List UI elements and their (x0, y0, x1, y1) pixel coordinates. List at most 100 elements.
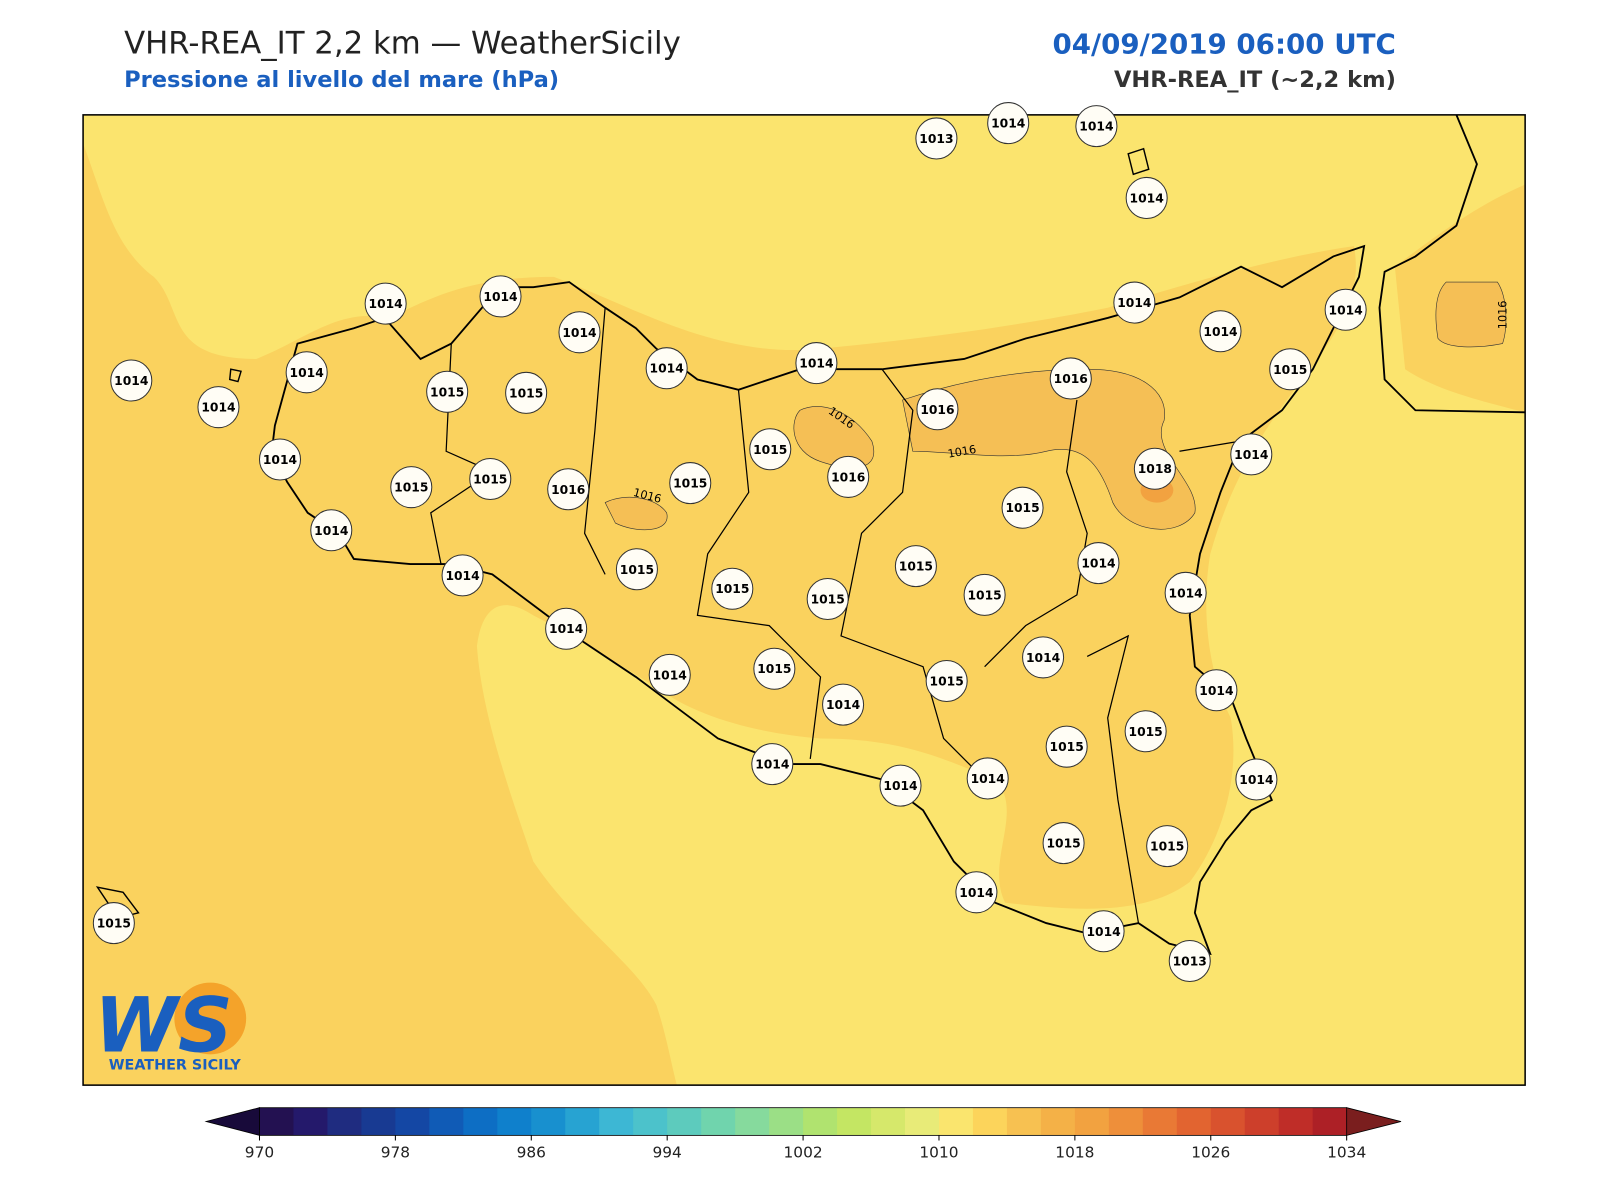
logo-sun (174, 982, 247, 1055)
station-value: 1014 (971, 772, 1005, 786)
sicily-coast (270, 244, 1366, 956)
station-marker (966, 757, 1009, 800)
station-marker (987, 102, 1030, 145)
logo: WS WEATHER SICILY (94, 981, 247, 1074)
station-marker (915, 117, 958, 160)
station-marker (916, 388, 959, 431)
station-marker (1001, 486, 1044, 529)
contour-label: 1016 (947, 443, 977, 461)
station-marker (955, 871, 998, 914)
colorbar-bin (429, 1107, 464, 1136)
station-value: 1015 (811, 593, 845, 607)
colorbar-bin (1006, 1107, 1042, 1136)
colorbar-tick-label: 1010 (919, 1143, 958, 1161)
colorbar-bin (497, 1107, 532, 1136)
station-marker (711, 567, 754, 610)
station-value: 1015 (715, 582, 749, 596)
station-marker (894, 545, 937, 588)
station-marker (479, 275, 522, 318)
station-marker (963, 573, 1006, 616)
station-value: 1015 (930, 675, 964, 689)
station-marker (648, 653, 691, 696)
colorbar-bin (735, 1107, 770, 1136)
colorbar-bin (1244, 1107, 1280, 1136)
station-value: 1014 (1117, 296, 1151, 310)
station-marker (822, 683, 865, 726)
colorbar: 970 978 986 994 1002 1010 1018 1026 1034 (204, 1107, 1402, 1161)
colorbar-bin (938, 1107, 974, 1136)
station-value: 1014 (1086, 925, 1120, 939)
date: 04/09/2019 06:00 UTC (1052, 27, 1395, 60)
station-marker (1049, 357, 1092, 400)
station-value: 1014 (314, 524, 348, 538)
station-marker (1324, 288, 1367, 331)
colorbar-bin (1312, 1107, 1348, 1136)
colorbar-tick-label: 1018 (1055, 1143, 1094, 1161)
station-marker (110, 359, 153, 402)
colorbar-under (204, 1107, 260, 1136)
station-value: 1014 (562, 326, 596, 340)
contour-label: 1016 (1497, 301, 1510, 330)
colorbar-bin (701, 1107, 736, 1136)
station-value: 1018 (1138, 462, 1172, 476)
station-value: 1014 (1329, 303, 1363, 317)
station-marker (558, 311, 601, 354)
station-value: 1014 (883, 779, 917, 793)
station-value: 1014 (549, 622, 583, 636)
colorbar-bin (1074, 1107, 1110, 1136)
station-value: 1014 (991, 117, 1025, 131)
station-value: 1014 (653, 668, 687, 682)
station-marker (1199, 310, 1242, 353)
station-value: 1015 (753, 443, 787, 457)
colorbar-tick-label: 970 (245, 1143, 274, 1161)
station-value: 1015 (1129, 725, 1163, 739)
station-marker (1124, 710, 1167, 753)
station-value: 1014 (290, 366, 324, 380)
station-marker (1235, 758, 1278, 801)
station-value: 1015 (97, 917, 131, 931)
station-marker (1022, 636, 1065, 679)
station-marker (925, 660, 968, 703)
station-value: 1015 (1150, 840, 1184, 854)
station-marker (1075, 105, 1118, 148)
station-value: 1015 (473, 473, 507, 487)
station-value: 1014 (1081, 557, 1115, 571)
logo-name: WEATHER SICILY (109, 1058, 242, 1074)
station-value: 1014 (1026, 651, 1060, 665)
station-value: 1016 (831, 470, 865, 484)
colorbar-tick-label: 994 (652, 1143, 681, 1161)
station-marker (879, 764, 922, 807)
station-marker (547, 468, 590, 511)
station-marker (1146, 825, 1189, 868)
station-marker (1077, 542, 1120, 585)
colorbar-tick-label: 986 (517, 1143, 546, 1161)
station-value: 1014 (263, 453, 297, 467)
station-value: 1014 (755, 758, 789, 772)
station-value: 1016 (920, 403, 954, 417)
station-value: 1013 (1173, 955, 1207, 969)
colorbar-bin (667, 1107, 702, 1136)
station-marker (258, 438, 302, 481)
station-value: 1015 (1005, 501, 1039, 515)
station-marker (1045, 725, 1088, 768)
colorbar-tick-label: 978 (381, 1143, 410, 1161)
station-value: 1015 (1046, 837, 1080, 851)
station-marker (310, 509, 353, 552)
station-marker (1164, 571, 1207, 614)
station-marker (426, 370, 469, 413)
station-value: 1015 (899, 560, 933, 574)
station-marker (1125, 176, 1168, 219)
colorbar-bin (1278, 1107, 1314, 1136)
subtitle: Pressione al livello del mare (hPa) (124, 67, 559, 93)
logo-mark: WS (94, 981, 232, 1069)
colorbar-bin (293, 1107, 328, 1136)
station-marker (1113, 281, 1156, 324)
colorbar-bin (769, 1107, 804, 1136)
station-marker (285, 351, 328, 394)
colorbar-bin (1210, 1107, 1246, 1136)
station-value: 1014 (1079, 120, 1113, 134)
colorbar-bin (327, 1107, 362, 1136)
colorbar-bin (531, 1107, 566, 1136)
station-value: 1015 (394, 481, 428, 495)
